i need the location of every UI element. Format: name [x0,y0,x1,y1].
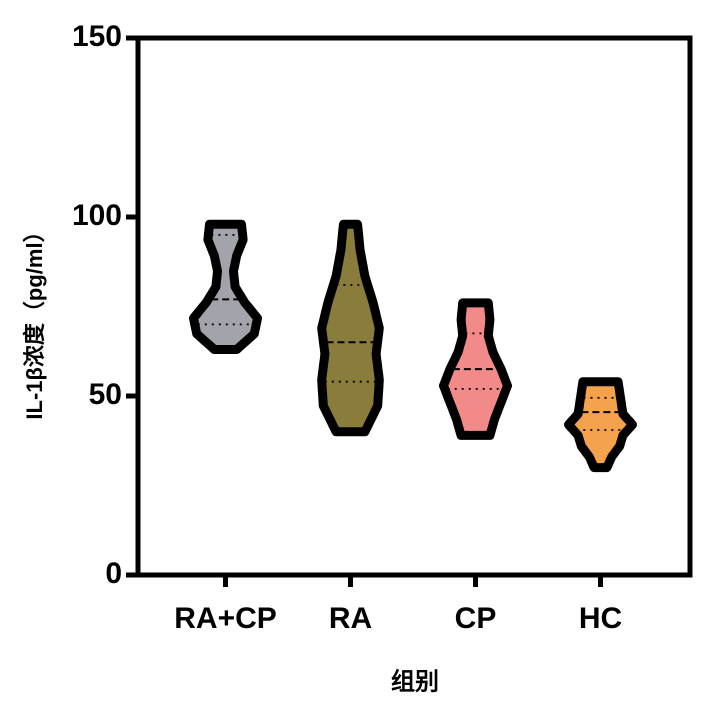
y-tick-label: 150 [72,20,122,53]
violin-body [564,377,637,473]
y-tick-label: 100 [72,199,122,232]
y-tick-label: 50 [89,378,122,411]
y-axis-label: IL-1β浓度（pg/ml） [22,220,47,419]
x-tick-label: RA [329,602,372,635]
x-tick-label: CP [455,602,497,635]
x-axis-label: 组别 [391,668,439,695]
violin-body [317,219,384,437]
plot-frame [135,35,693,578]
violin-body [189,219,262,354]
y-tick-label: 0 [105,557,122,590]
x-tick-label: HC [579,602,622,635]
x-tick-label: RA+CP [174,602,277,635]
